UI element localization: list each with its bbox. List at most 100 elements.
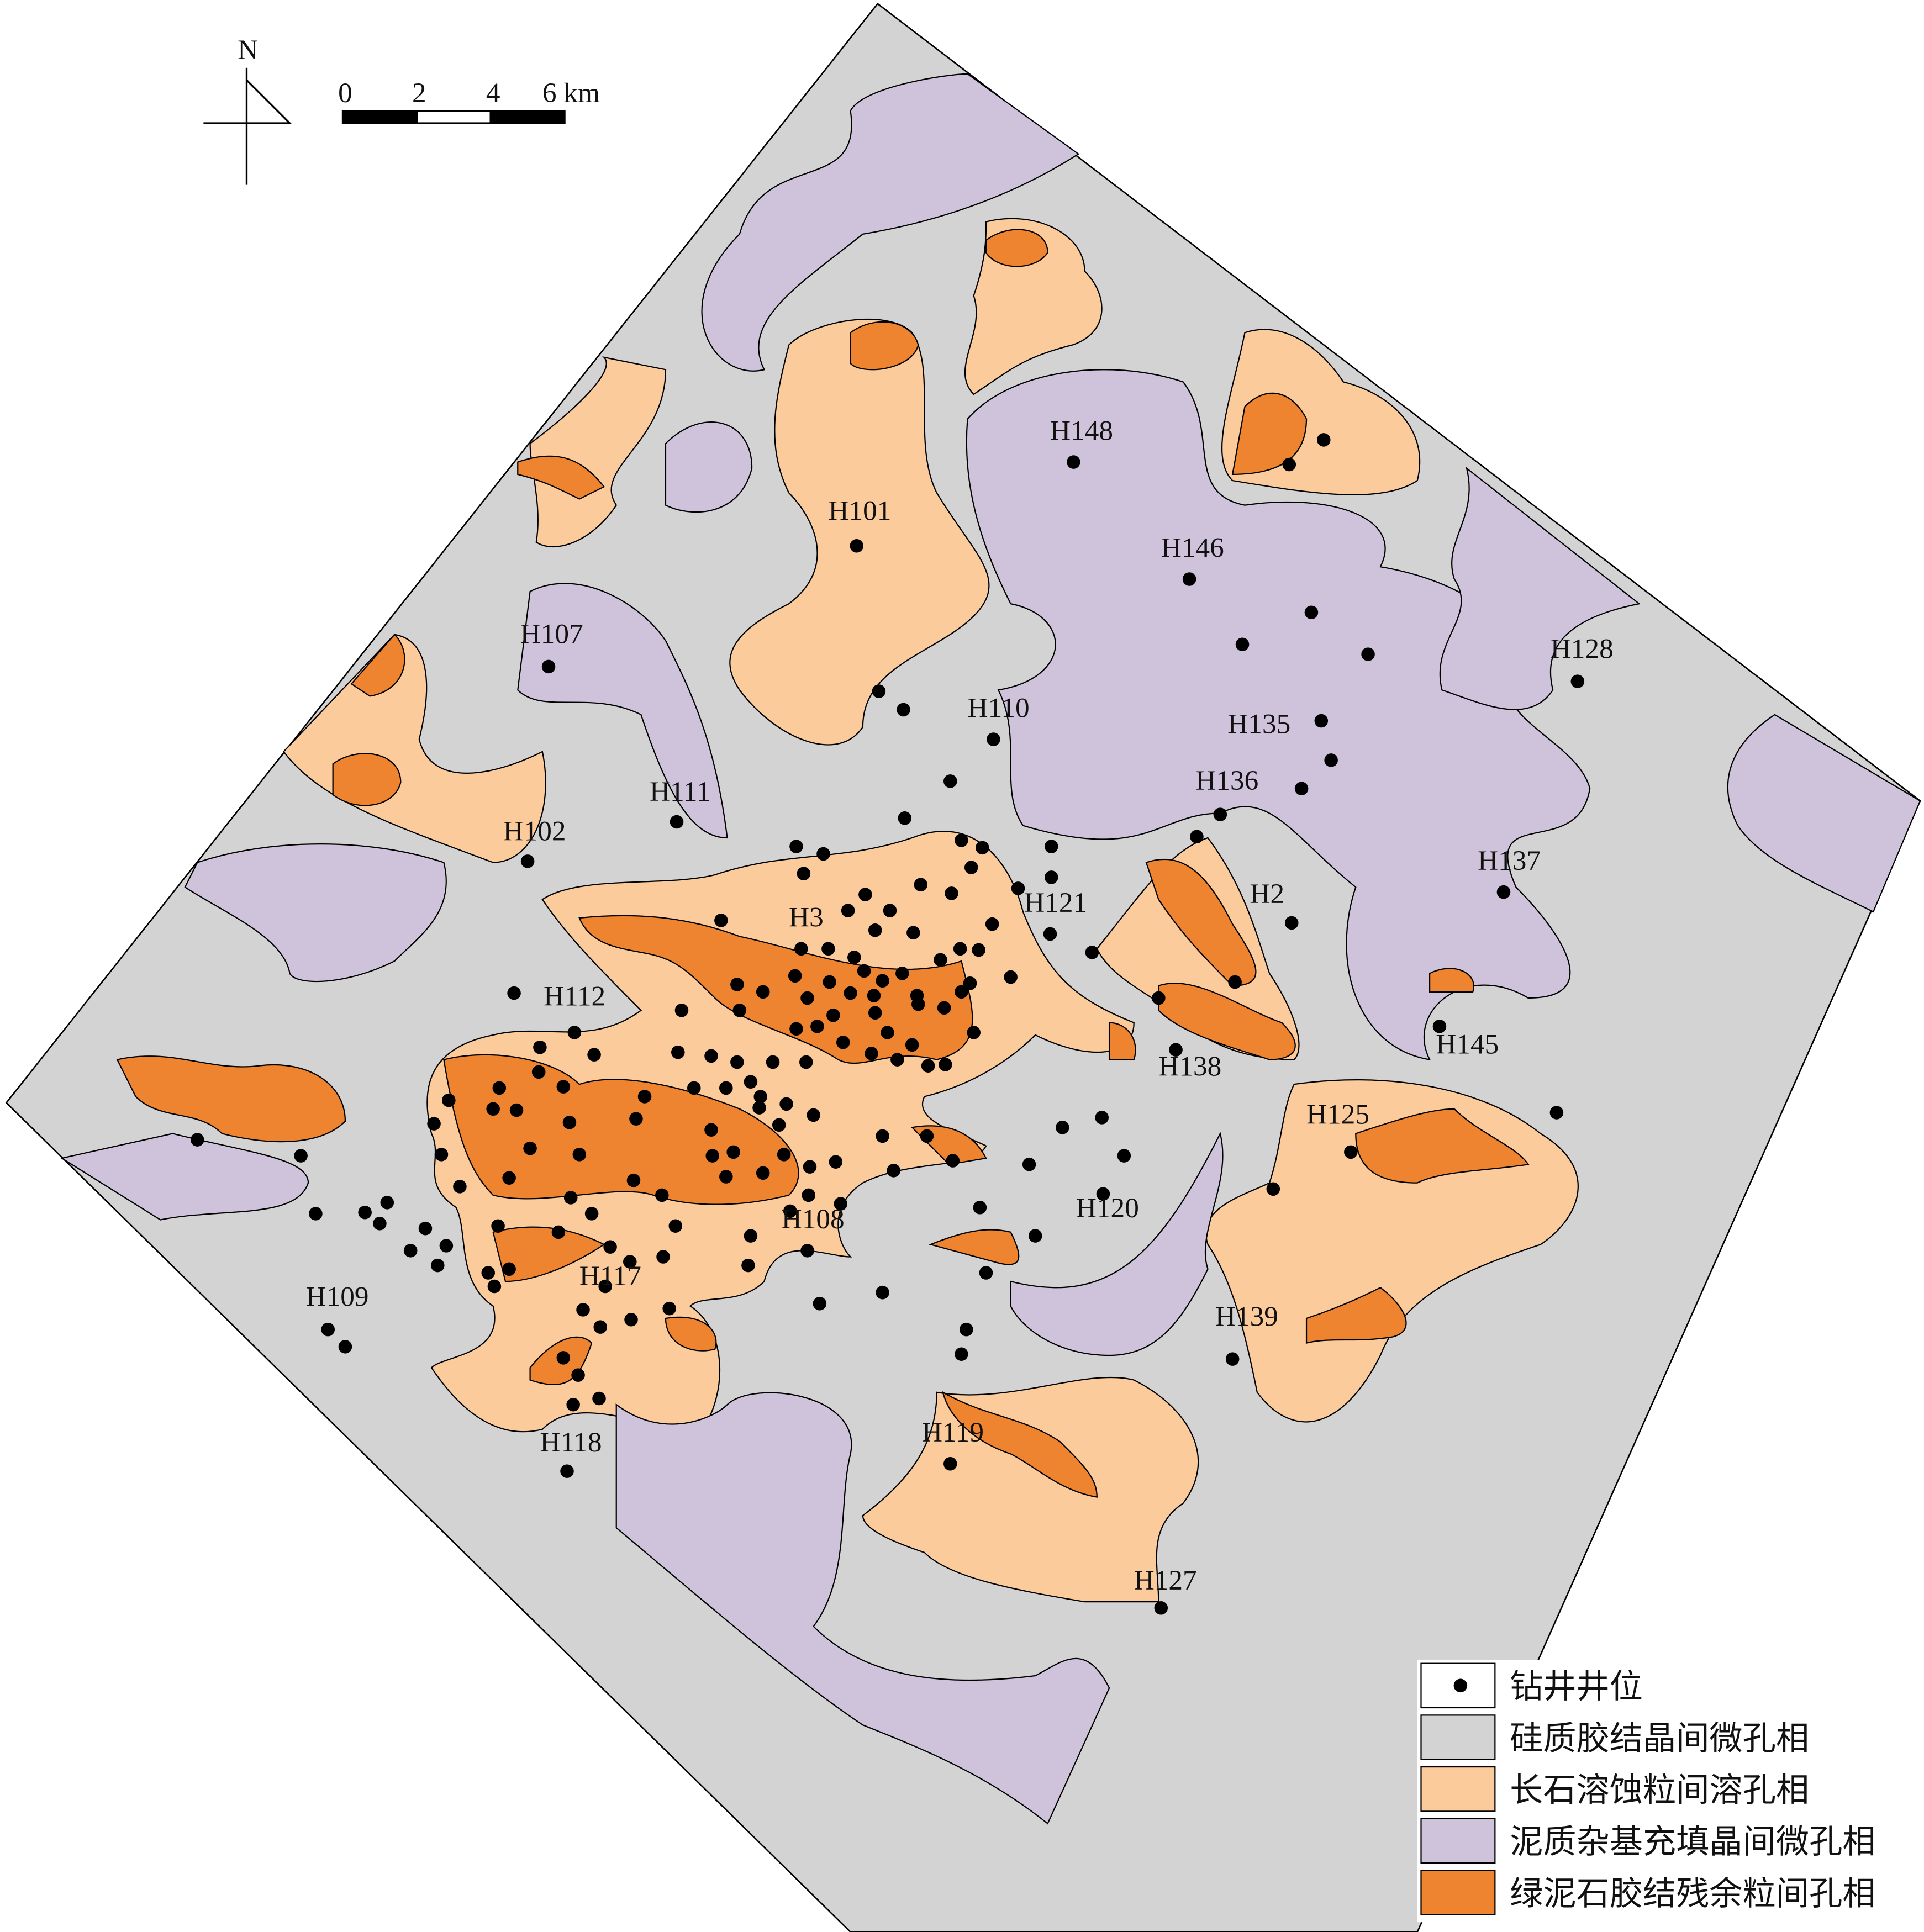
well-dot (598, 1279, 612, 1294)
well-dot (1316, 433, 1331, 447)
well-dot (844, 986, 857, 1000)
well-label: H146 (1161, 532, 1224, 563)
well-dot (972, 943, 985, 957)
well-dot (967, 1026, 981, 1039)
well-dot (826, 1008, 840, 1022)
well-label: H117 (579, 1260, 641, 1292)
well-dot (592, 1391, 606, 1406)
well-dot (705, 1149, 720, 1163)
well-dot (507, 986, 521, 1000)
legend-dot (1453, 1678, 1468, 1693)
well-dot (1022, 1157, 1036, 1171)
legend-label: 绿泥石胶结残余粒间孔相 (1510, 1876, 1875, 1913)
well-dot (821, 942, 835, 956)
facies-feldspar (529, 356, 667, 547)
well-dot (571, 1368, 585, 1382)
scale-label: 2 (412, 77, 426, 109)
facies-feldspar (729, 319, 990, 746)
well-dot (637, 1090, 652, 1104)
well-dot (556, 1080, 571, 1094)
legend-label: 长石溶蚀粒间溶孔相 (1510, 1772, 1809, 1809)
well-label: H119 (922, 1417, 984, 1448)
well-dot (876, 1285, 889, 1300)
well-dot (563, 1191, 578, 1205)
well-dot (945, 886, 958, 900)
well-dot (911, 997, 925, 1011)
facies-mud (1439, 466, 1641, 710)
facies-mud (60, 1133, 309, 1221)
well-dot (1190, 830, 1204, 844)
well-dot (714, 914, 728, 927)
well-dot (671, 1045, 685, 1059)
well-dot (576, 1303, 590, 1317)
well-dot (719, 1170, 733, 1184)
facies-chlorite (1231, 392, 1308, 475)
well-dot (502, 1171, 516, 1185)
well-dot (1324, 753, 1338, 767)
well-dot (890, 1053, 904, 1067)
well-dot (668, 1219, 683, 1233)
legend-swatch (1420, 1818, 1496, 1864)
well-dot (934, 953, 947, 967)
well-dot (1344, 1145, 1358, 1159)
facies-feldspar (282, 634, 546, 863)
well-dot (1044, 840, 1058, 853)
well-label: H112 (544, 980, 605, 1012)
well-label: H139 (1215, 1301, 1278, 1332)
well-dot (823, 975, 836, 989)
well-dot (453, 1180, 467, 1194)
well-dot (492, 1081, 507, 1095)
well-dot (309, 1207, 323, 1221)
facies-chlorite (443, 1054, 799, 1205)
well-dot (857, 964, 871, 978)
legend-swatch (1420, 1766, 1496, 1812)
well-dot (1182, 572, 1196, 586)
well-dot (937, 1001, 951, 1015)
facies-regions (5, 2, 1921, 1932)
well-dot (541, 659, 556, 674)
well-dot (442, 1093, 456, 1107)
facies-chlorite (1108, 1022, 1136, 1060)
well-dot (427, 1117, 441, 1131)
legend-label: 硅质胶结晶间微孔相 (1510, 1720, 1809, 1757)
well-dot (872, 684, 886, 698)
facies-chlorite (1355, 1108, 1530, 1184)
well-dot (1266, 1182, 1280, 1196)
well-label: H148 (1050, 415, 1113, 446)
well-dot (584, 1207, 599, 1221)
well-dot (1085, 946, 1099, 959)
well-dot (1011, 881, 1025, 895)
facies-mud (701, 73, 1080, 372)
well-dot (1294, 782, 1309, 796)
well-dot (626, 1173, 641, 1187)
facies-chlorite (665, 1316, 717, 1352)
well-label: H138 (1158, 1051, 1221, 1083)
well-dot (867, 989, 881, 1002)
well-dot (829, 1155, 843, 1169)
well-dot (987, 732, 1000, 746)
wells: H148 H101 H146 H107 H128 H110 H135 H136 H111 H102… (190, 415, 1614, 1615)
legend: 钻井井位硅质胶结晶间微孔相长石溶蚀粒间溶孔相泥质杂基充填晶间微孔相绿泥石胶结残余… (1417, 1659, 1920, 1923)
well-dot (1043, 927, 1057, 941)
well-dot (726, 1145, 740, 1159)
well-dot (752, 1101, 766, 1115)
well-label: H127 (1134, 1565, 1197, 1596)
well-dot (1095, 1111, 1109, 1125)
facies-chlorite (929, 1229, 1020, 1265)
well-dot (1096, 1187, 1110, 1201)
well-dot (772, 1118, 786, 1132)
facies-chlorite (578, 915, 973, 1064)
well-dot (985, 917, 999, 931)
well-dot (704, 1049, 718, 1063)
well-dot (1004, 970, 1018, 984)
well-dot (533, 1040, 547, 1054)
north-arrow (203, 67, 292, 185)
facies-mud (615, 1392, 1110, 1825)
well-dot (1432, 1020, 1447, 1033)
well-dot (523, 1141, 537, 1155)
well-dot (897, 703, 910, 717)
well-dot (847, 951, 861, 964)
legend-swatch (1420, 1714, 1496, 1760)
well-dot (920, 1129, 934, 1143)
well-label: H102 (503, 815, 566, 847)
